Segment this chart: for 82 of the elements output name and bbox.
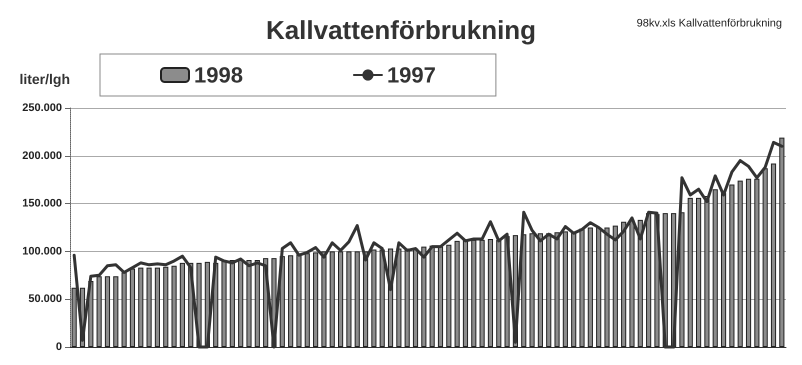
bar (571, 232, 576, 347)
bar (562, 231, 568, 347)
bar (72, 288, 77, 347)
bar (621, 222, 626, 347)
bar (446, 244, 452, 347)
bar (430, 246, 435, 347)
bar (712, 189, 718, 347)
bar (754, 178, 760, 347)
bar (246, 260, 252, 347)
bar (371, 249, 376, 347)
bar (338, 251, 344, 347)
bar (180, 262, 185, 347)
bar (288, 255, 294, 347)
y-tick-label: 150.000 (22, 198, 62, 210)
bar (480, 240, 485, 347)
bar (546, 233, 552, 347)
bar (688, 198, 693, 347)
bar (521, 234, 526, 347)
bar (412, 248, 418, 347)
bar (679, 212, 685, 347)
bar (612, 226, 618, 347)
bar (122, 272, 127, 347)
bar (438, 246, 444, 347)
y-tick-label: 200.000 (22, 150, 62, 162)
legend-label: 1997 (386, 62, 436, 88)
bar (304, 253, 310, 347)
bar (254, 260, 260, 347)
bar (579, 228, 585, 347)
bar (720, 193, 726, 347)
bar (346, 251, 352, 347)
bar (762, 168, 768, 347)
bar (604, 228, 610, 347)
bar (130, 268, 136, 347)
bar (154, 268, 160, 347)
bar (596, 228, 602, 347)
bar (638, 220, 643, 347)
bar (163, 266, 168, 347)
bar (529, 233, 535, 347)
bar (696, 198, 702, 347)
bar (146, 268, 152, 347)
bar (238, 260, 244, 347)
bar (230, 260, 235, 347)
bar (729, 184, 734, 347)
bar (454, 240, 460, 347)
bar (313, 252, 318, 347)
text: 98kv.xls Kallvattenförbrukning (636, 18, 782, 30)
bar (538, 233, 543, 347)
chart-title: Kallvattenförbrukning (266, 15, 536, 45)
bar (296, 254, 302, 347)
bar (488, 238, 494, 347)
bar (321, 251, 327, 347)
bar (96, 276, 102, 347)
y-tick-label: 0 (56, 341, 62, 353)
bar (113, 276, 118, 347)
bar (462, 240, 468, 347)
bar (330, 251, 335, 347)
bar (646, 213, 652, 347)
bar (471, 240, 476, 347)
y-tick-label: 100.000 (22, 245, 62, 258)
bar (779, 138, 784, 347)
bar (629, 220, 635, 347)
bar (588, 228, 593, 347)
line-series (72, 140, 784, 348)
bar (104, 276, 110, 347)
y-tick-label: 50.000 (28, 293, 62, 306)
bar (171, 266, 177, 347)
bar (354, 251, 360, 347)
bar (746, 178, 752, 347)
bar (221, 260, 227, 347)
bar (554, 232, 560, 347)
bar (396, 248, 402, 347)
bar (404, 248, 410, 347)
y-tick-label: 250.000 (22, 102, 62, 114)
y-axis-title: liter/lgh (19, 71, 70, 87)
bar (380, 249, 385, 347)
bar (421, 246, 426, 347)
bar (704, 196, 710, 347)
bar (138, 268, 144, 347)
bar (496, 240, 502, 347)
bar (770, 163, 776, 347)
bar (738, 180, 743, 347)
legend-label: 1998 (194, 62, 243, 88)
